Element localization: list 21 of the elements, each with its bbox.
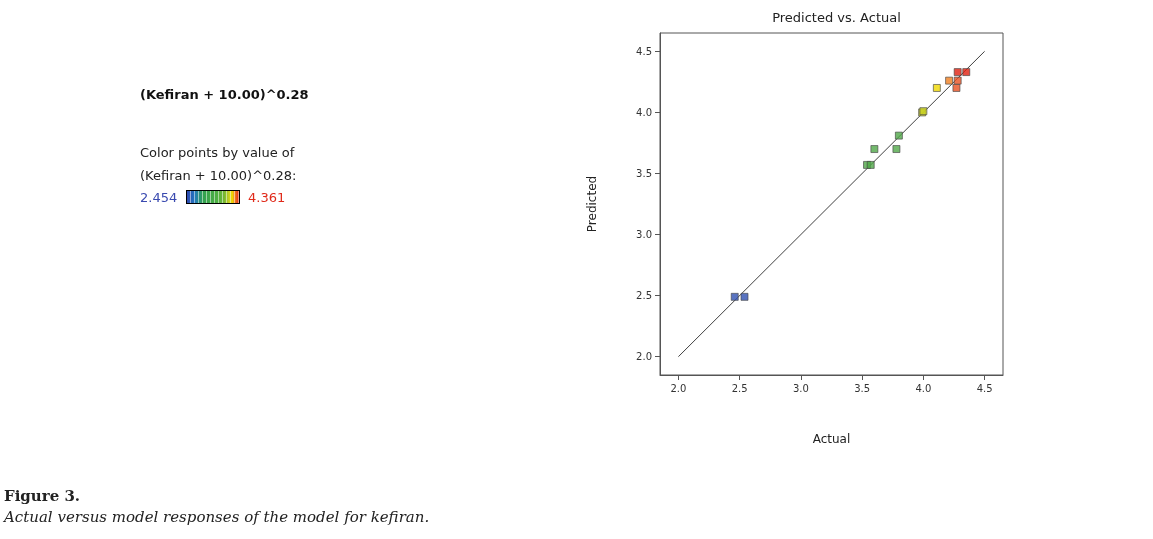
x-tick-label: 4.0	[915, 382, 932, 394]
y-tick-label: 3.5	[636, 167, 652, 179]
x-tick-label: 2.0	[670, 382, 687, 394]
y-tick-label: 2.5	[636, 290, 652, 302]
text: (Kefiran + 10.00)^0.28	[140, 87, 309, 102]
x-tick-label: 2.5	[731, 382, 748, 394]
text: 4.361	[248, 189, 286, 205]
text: 2.454	[140, 189, 178, 205]
x-axis-title: Actual	[812, 432, 851, 446]
x-tick-label: 3.0	[792, 382, 809, 394]
caption: Figure 3.	[4, 487, 81, 505]
chart-title: Predicted vs. Actual	[772, 10, 901, 25]
x-tick-label: 3.5	[854, 382, 871, 394]
y-tick-label: 3.0	[636, 229, 652, 241]
y-tick-label: 4.5	[636, 45, 652, 57]
text: Color points by value of (Kefiran + 10.00)^0.28:	[140, 145, 297, 183]
text: Actual versus model responses of the model for kefiran.	[2, 508, 430, 526]
x-tick-label: 4.5	[976, 382, 993, 394]
y-axis-title: Predicted	[585, 175, 599, 233]
y-tick-label: 2.0	[636, 351, 652, 363]
y-tick-label: 4.0	[636, 106, 652, 118]
